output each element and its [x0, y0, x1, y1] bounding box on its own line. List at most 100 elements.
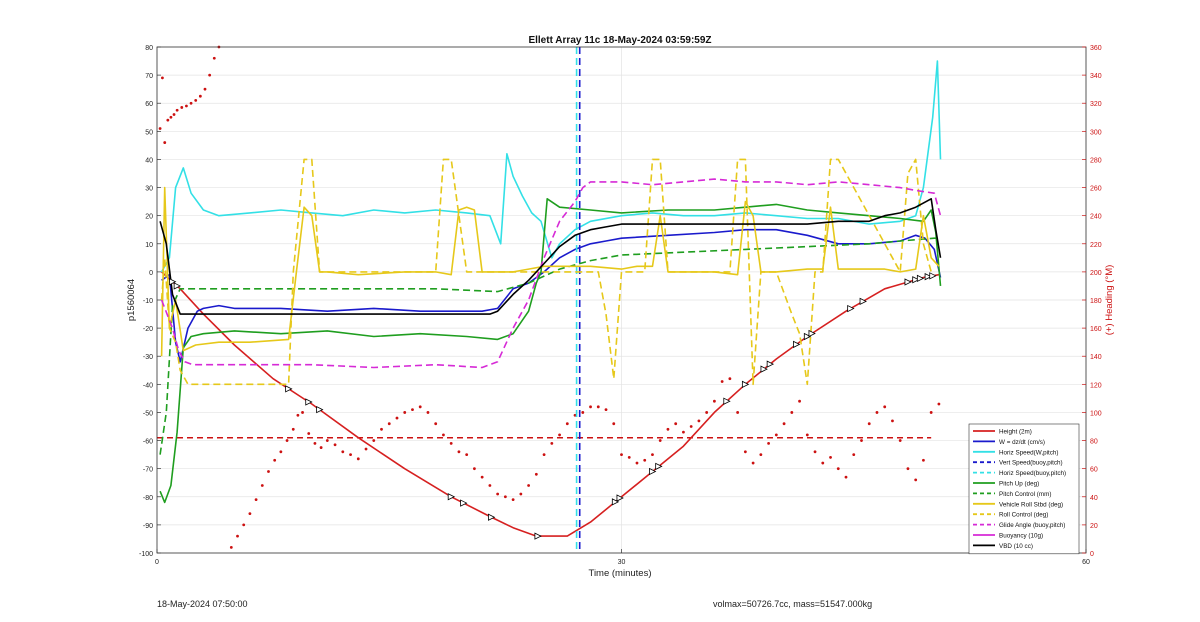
series-glide	[160, 178, 942, 369]
heading-point	[473, 467, 476, 471]
heading-point	[573, 413, 577, 417]
heading-point	[296, 413, 300, 417]
y-tick-label: 30	[145, 186, 153, 193]
heading-point	[172, 113, 176, 116]
heading-point	[291, 427, 295, 431]
heading-point	[503, 495, 507, 499]
legend-entry: Horiz Speed(buoy,pitch)	[999, 470, 1066, 477]
heading-point	[906, 467, 910, 471]
y-tick-label: -90	[143, 523, 153, 530]
height-marker	[847, 304, 855, 313]
heading-point	[166, 118, 170, 122]
heading-point	[620, 453, 623, 457]
y2-tick-label: 180	[1090, 298, 1102, 305]
series-pitch_ctrl	[159, 237, 941, 455]
y2-axis-label: (+) Heading (°M)	[1104, 265, 1115, 336]
heading-point	[844, 475, 848, 479]
heading-point	[774, 433, 778, 437]
height-marker	[723, 397, 731, 405]
heading-point	[937, 402, 941, 406]
y-tick-label: 50	[145, 129, 153, 136]
legend-entry: Roll Control (deg)	[999, 512, 1048, 519]
y-axis-label: p1560064	[126, 279, 137, 321]
heading-point	[380, 427, 383, 431]
footer-timestamp: 18-May-2024 07:50:00	[157, 599, 248, 609]
heading-point	[229, 545, 233, 549]
series-roll_ctrl	[160, 158, 932, 386]
legend-entry: Vehicle Roll Stbd (deg)	[999, 501, 1063, 508]
heading-point	[387, 422, 391, 426]
legend-entry: Vert Speed(buoy,pitch)	[999, 460, 1063, 467]
heading-point	[627, 456, 631, 459]
heading-point	[713, 399, 716, 403]
y2-tick-label: 360	[1090, 45, 1102, 52]
height-marker	[803, 332, 812, 341]
y-tick-label: -70	[143, 467, 153, 474]
heading-point	[198, 94, 202, 98]
heading-point	[790, 411, 794, 414]
height-marker	[173, 282, 182, 290]
heading-point	[565, 422, 569, 426]
heading-point	[929, 411, 933, 414]
height-marker	[793, 340, 801, 349]
x-tick-label: 30	[618, 559, 626, 566]
heading-point	[689, 425, 693, 428]
heading-point	[319, 446, 323, 449]
legend: Height (2m) W = dz/dt (cm/s) Horiz Speed(W…	[968, 423, 1080, 555]
x-axis-label: Time (minutes)	[589, 568, 652, 579]
y-tick-label: -30	[143, 354, 153, 361]
legend-entry: VBD (10 cc)	[999, 543, 1033, 550]
y2-tick-label: 200	[1090, 270, 1102, 277]
heading-point	[581, 411, 585, 414]
heading-point	[411, 408, 414, 412]
heading-point	[767, 441, 770, 445]
height-marker	[912, 276, 920, 284]
heading-point	[798, 399, 801, 403]
heading-point	[736, 411, 740, 414]
height-marker	[924, 273, 932, 281]
heading-point	[898, 439, 902, 442]
heading-point	[169, 115, 173, 119]
heading-point	[301, 411, 304, 414]
heading-point	[550, 441, 554, 445]
y-tick-label: -40	[143, 382, 153, 389]
heading-point	[372, 439, 376, 442]
y-tick-label: 10	[145, 242, 153, 249]
heading-point	[242, 523, 246, 527]
y-tick-label: 0	[149, 270, 153, 277]
y-tick-label: -50	[143, 410, 153, 417]
legend-entry: Pitch Control (mm)	[999, 491, 1051, 498]
legend-entry: Buoyancy (10g)	[999, 533, 1043, 540]
heading-point	[821, 461, 825, 465]
heading-point	[465, 453, 469, 457]
heading-point	[922, 458, 925, 462]
series-roll	[160, 186, 940, 357]
heading-point	[260, 484, 264, 487]
heading-point	[527, 484, 530, 487]
heading-point	[163, 141, 167, 144]
heading-point	[542, 453, 546, 457]
x-tick-label: 0	[155, 559, 159, 566]
heading-point	[488, 484, 492, 487]
height-marker	[741, 380, 750, 388]
y2-tick-label: 20	[1090, 523, 1098, 530]
y-tick-label: 40	[145, 157, 153, 164]
heading-point	[891, 419, 894, 423]
heading-point	[682, 430, 685, 434]
heading-point	[426, 411, 430, 414]
heading-point	[829, 456, 832, 459]
y2-tick-label: 220	[1090, 242, 1102, 249]
x-tick-label: 60	[1082, 559, 1090, 566]
height-marker	[916, 274, 925, 283]
heading-point	[697, 419, 701, 423]
height-marker	[460, 499, 468, 507]
heading-point	[813, 450, 817, 454]
heading-point	[589, 405, 592, 409]
heading-point	[867, 422, 871, 426]
heading-point	[161, 76, 164, 80]
heading-point	[395, 416, 399, 420]
legend-entry: Height (2m)	[999, 429, 1032, 436]
heading-point	[743, 450, 747, 454]
y-tick-label: 20	[145, 214, 153, 221]
heading-point	[457, 450, 461, 454]
